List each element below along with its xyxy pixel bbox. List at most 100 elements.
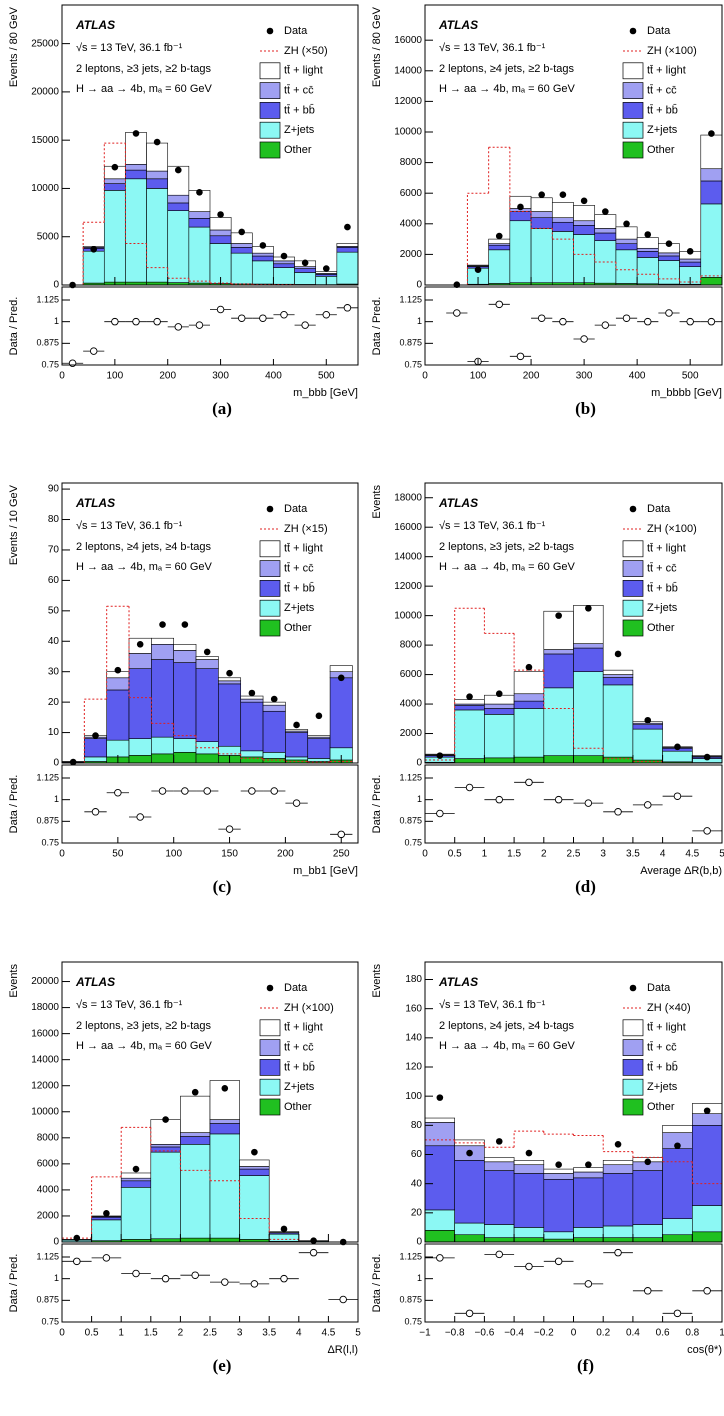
stack-segment (615, 249, 638, 284)
ratio-y-axis-label: Data / Pred. (371, 1254, 383, 1313)
stack-segment (180, 1095, 211, 1133)
data-point (495, 1138, 503, 1145)
data-point (293, 721, 300, 729)
y-tick-label: 30 (48, 666, 60, 677)
stack-segment (273, 260, 295, 265)
legend-data-marker (629, 505, 637, 513)
y-tick-label: 60 (411, 1149, 423, 1160)
ratio-y-tick-label: 0.875 (399, 338, 422, 348)
data-point (310, 1237, 317, 1244)
stack-segment (484, 1170, 515, 1225)
stack-segment (106, 689, 130, 741)
stack-segment (251, 252, 274, 257)
data-point (344, 223, 351, 231)
stack-segment (173, 650, 197, 663)
ratio-point (250, 1280, 259, 1288)
legend-label: tt̄ + bb̄ (284, 104, 315, 117)
data-point (226, 669, 233, 677)
x-axis-label: m_bbbb [GeV] (651, 387, 722, 399)
data-point (270, 695, 278, 703)
data-point (69, 758, 77, 766)
data-point (73, 1234, 81, 1242)
stack-segment (180, 1144, 211, 1239)
stack-segment (632, 728, 663, 761)
legend-swatch (622, 1098, 644, 1116)
legend-label: ZH (×40) (647, 1002, 691, 1014)
ratio-point (665, 309, 673, 317)
stack-segment (329, 677, 353, 749)
stack-segment (262, 710, 286, 753)
y-tick-label: 25000 (31, 38, 59, 49)
stack-segment (209, 1133, 240, 1239)
ratio-point (495, 300, 504, 309)
x-tick-label: 0.4 (626, 1328, 640, 1339)
stack-segment (602, 1225, 634, 1238)
stack-segment (636, 257, 659, 285)
y-tick-label: 90 (48, 484, 60, 495)
stack-segment (150, 1144, 181, 1148)
stack-segment (484, 757, 515, 764)
stack-segment (273, 263, 295, 268)
stack-segment (573, 1227, 604, 1238)
x-tick-label: 1.5 (144, 1328, 158, 1339)
stack-segment (91, 1219, 122, 1241)
stack-segment (573, 755, 604, 764)
data-point (665, 240, 673, 247)
data-point (555, 1161, 562, 1169)
ratio-y-tick-label: 1.125 (36, 772, 59, 782)
stack-segment (125, 178, 147, 283)
stack-segment (307, 738, 331, 759)
data-point (248, 689, 256, 697)
stack-segment (230, 243, 253, 248)
stack-segment (120, 1180, 152, 1188)
stack-segment (188, 211, 211, 219)
legend-label: tt̄ + bb̄ (647, 582, 678, 595)
ratio-y-tick-label: 1 (54, 794, 59, 804)
stack-segment (336, 247, 359, 253)
stack-segment (615, 243, 638, 251)
stack-segment (218, 745, 242, 756)
legend-swatch (622, 62, 644, 80)
stack-segment (180, 1237, 211, 1243)
y-tick-label: 18000 (31, 1002, 59, 1013)
stack-segment (602, 1164, 634, 1174)
stack-segment (488, 249, 511, 284)
ratio-point (132, 1269, 140, 1278)
y-tick-label: 10000 (394, 610, 422, 621)
stack-segment (602, 677, 634, 686)
y-tick-label: 15000 (31, 135, 59, 146)
legend-swatch (259, 1078, 281, 1096)
y-tick-label: 0 (53, 1237, 59, 1248)
stack-segment (294, 268, 317, 273)
legend-swatch (259, 1039, 281, 1056)
ratio-point (580, 335, 588, 343)
x-tick-label: −0.6 (475, 1328, 495, 1339)
ratio-point (614, 808, 622, 816)
stack-segment (484, 708, 515, 715)
stack-segment (195, 753, 219, 764)
ratio-y-tick-label: 0.875 (399, 1295, 422, 1305)
stack-segment (632, 1224, 663, 1238)
x-tick-label: 0.8 (685, 1328, 699, 1339)
stack-segment (700, 180, 723, 205)
stack-segment (662, 750, 693, 763)
y-tick-label: 20000 (31, 976, 59, 987)
data-point (559, 191, 567, 199)
ratio-y-axis-label: Data / Pred. (8, 775, 20, 834)
stack-segment (84, 756, 107, 762)
stack-segment (573, 1167, 604, 1173)
process: H → aa → 4b, mₐ = 60 GeV (76, 561, 213, 573)
process: H → aa → 4b, mₐ = 60 GeV (76, 1040, 213, 1052)
legend-label: tt̄ + light (647, 1021, 686, 1033)
legend-swatch (259, 540, 281, 558)
stack-segment (262, 758, 286, 764)
legend-label: tt̄ + light (647, 542, 686, 554)
stack-segment (146, 178, 169, 189)
ratio-y-tick-label: 0.875 (36, 816, 59, 826)
x-tick-label: 50 (112, 849, 124, 860)
data-point (644, 716, 652, 724)
y-tick-label: 70 (48, 545, 60, 556)
data-point (322, 265, 330, 272)
selection: 2 leptons, ≥4 jets, ≥2 b-tags (439, 63, 574, 75)
ratio-point (673, 1309, 682, 1318)
